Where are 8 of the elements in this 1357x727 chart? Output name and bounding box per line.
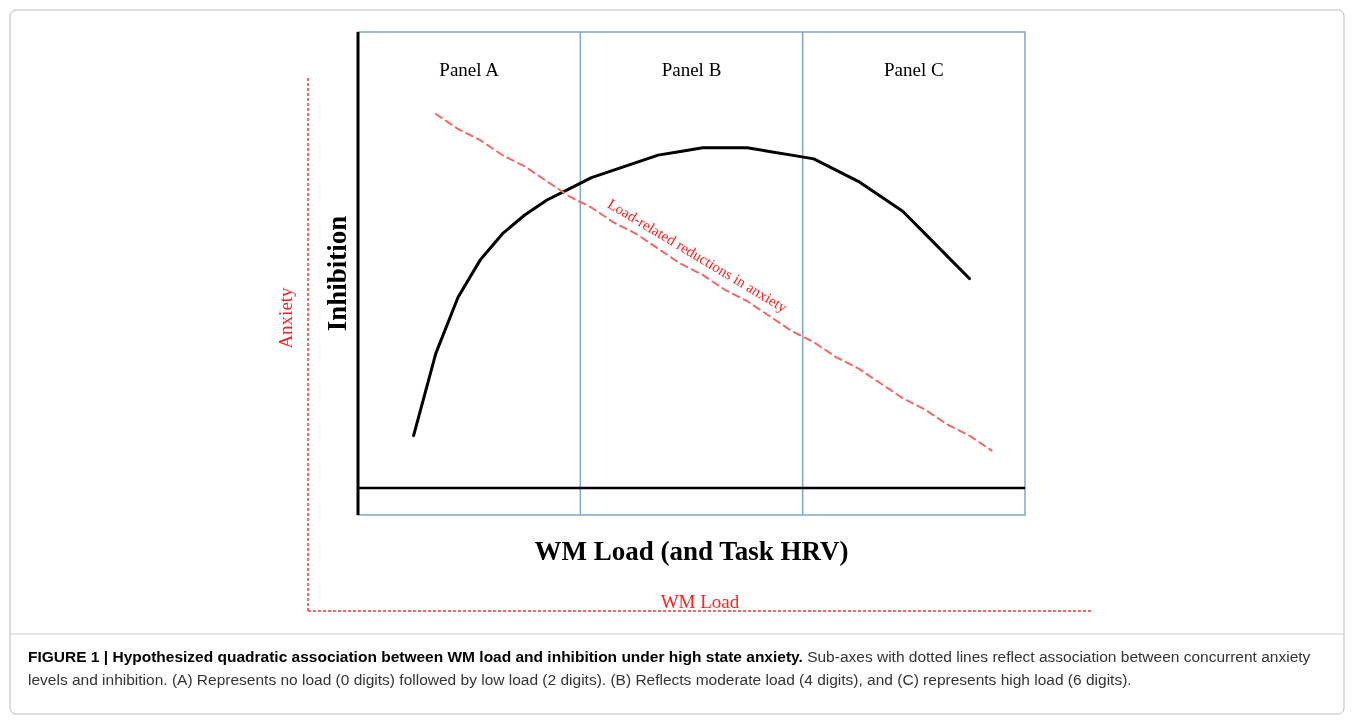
text: Panel A	[439, 59, 500, 80]
text: FIGURE 1 | Hypothesized quadratic association between WM load and inhibition under high state anxiety.	[28, 648, 803, 665]
text: Panel C	[884, 59, 944, 80]
y-axis-title: Inhibition	[322, 215, 352, 332]
text: Panel B	[661, 59, 722, 80]
x-axis-title: WM Load (and Task HRV)	[534, 536, 849, 566]
text: WM Load	[660, 591, 740, 612]
text: Anxiety	[275, 286, 296, 349]
